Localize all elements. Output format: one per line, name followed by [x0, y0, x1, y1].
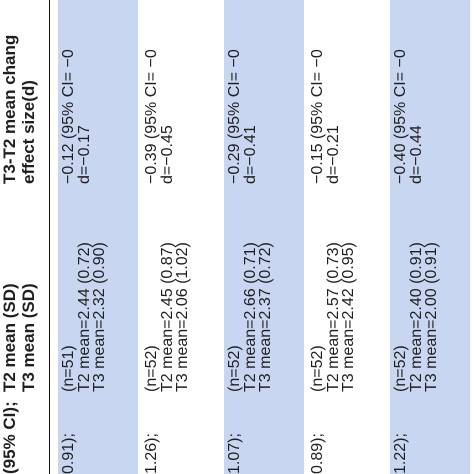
n-value: (n=52): [310, 345, 326, 392]
table-header: (95% CI); T2 mean (SD) T3 mean (SD) T3-T…: [0, 0, 50, 474]
ci-cell: 0.91);: [61, 433, 77, 474]
mean-change: −0.29 (95% CI= −0: [227, 49, 243, 184]
header-means-line-2: T3 mean (SD): [19, 283, 38, 392]
t3-mean: T3 mean=2.32 (0.90): [91, 242, 108, 392]
change-cell: −0.12 (95% CI= −0 d=−0.17: [61, 0, 92, 184]
t3-mean: T3 mean=2.06 (1.02): [174, 242, 191, 392]
means-cell: (n=51) T2 mean=2.44 (0.72) T3 mean=2.32 …: [61, 202, 108, 392]
effect-size: d=−0.41: [241, 125, 259, 184]
header-ci: (95% CI);: [0, 396, 50, 474]
header-means-line-1: T2 mean (SD): [0, 283, 19, 392]
t3-mean: T3 mean=2.00 (0.91): [423, 242, 440, 392]
means-cell: (n=52) T2 mean=2.40 (0.91) T3 mean=2.00 …: [393, 202, 440, 392]
table-row: 1.26); (n=52) T2 mean=2.45 (0.87) T3 mea…: [141, 0, 221, 474]
change-cell: −0.39 (95% CI= −0 d=−0.45: [144, 0, 175, 184]
t2-mean: T2 mean=2.45 (0.87): [158, 242, 176, 392]
means-cell: (n=52) T2 mean=2.45 (0.87) T3 mean=2.06 …: [144, 202, 191, 392]
t2-mean: T2 mean=2.66 (0.71): [241, 242, 259, 392]
n-value: (n=51): [61, 345, 77, 392]
mean-change: −0.39 (95% CI= −0: [144, 49, 160, 184]
effect-size: d=−0.17: [75, 125, 93, 184]
n-value: (n=52): [393, 345, 409, 392]
header-change-line-1: T3-T2 mean chang: [0, 34, 19, 184]
table-row: 1.07); (n=52) T2 mean=2.66 (0.71) T3 mea…: [224, 0, 304, 474]
header-ci-line-1: (95% CI);: [0, 401, 19, 474]
means-cell: (n=52) T2 mean=2.57 (0.73) T3 mean=2.42 …: [310, 202, 357, 392]
t3-mean: T3 mean=2.42 (0.95): [340, 242, 357, 392]
t2-mean: T2 mean=2.40 (0.91): [407, 242, 425, 392]
table-row: 1.22); (n=52) T2 mean=2.40 (0.91) T3 mea…: [390, 0, 470, 474]
mean-change: −0.12 (95% CI= −0: [61, 49, 77, 184]
n-value: (n=52): [227, 345, 243, 392]
effect-size: d=−0.21: [324, 125, 342, 184]
mean-change: −0.15 (95% CI= −0: [310, 49, 326, 184]
table-row: 0.91); (n=51) T2 mean=2.44 (0.72) T3 mea…: [58, 0, 138, 474]
ci-cell: 0.89);: [310, 433, 326, 474]
ci-cell: 1.22);: [393, 433, 409, 474]
effect-size: d=−0.44: [407, 125, 425, 184]
t2-mean: T2 mean=2.44 (0.72): [75, 242, 93, 392]
ci-cell: 1.26);: [144, 433, 160, 474]
t3-mean: T3 mean=2.37 (0.72): [257, 242, 274, 392]
ci-cell: 1.07);: [227, 433, 243, 474]
change-cell: −0.15 (95% CI= −0 d=−0.21: [310, 0, 341, 184]
t2-mean: T2 mean=2.57 (0.73): [324, 242, 342, 392]
n-value: (n=52): [144, 345, 160, 392]
header-means: T2 mean (SD) T3 mean (SD): [0, 202, 50, 392]
effect-size: d=−0.45: [158, 125, 176, 184]
header-change-line-2: effect size(d): [19, 80, 38, 184]
means-cell: (n=52) T2 mean=2.66 (0.71) T3 mean=2.37 …: [227, 202, 274, 392]
change-cell: −0.40 (95% CI= −0 d=−0.44: [393, 0, 424, 184]
mean-change: −0.40 (95% CI= −0: [393, 49, 409, 184]
header-change: T3-T2 mean chang effect size(d): [0, 0, 50, 184]
change-cell: −0.29 (95% CI= −0 d=−0.41: [227, 0, 258, 184]
table-row: 0.89); (n=52) T2 mean=2.57 (0.73) T3 mea…: [307, 0, 387, 474]
